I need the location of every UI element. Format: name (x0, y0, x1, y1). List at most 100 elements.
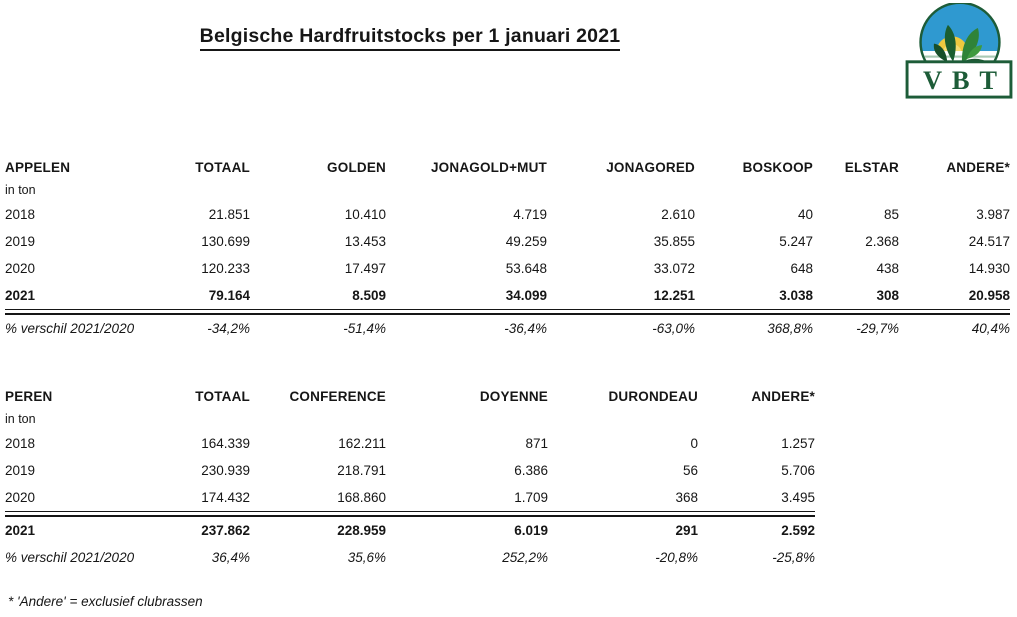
table-row: 2020 120.233 17.497 53.648 33.072 648 43… (5, 255, 1010, 282)
value-cell: 20.958 (899, 282, 1010, 310)
year-label: 2020 (5, 484, 170, 512)
value-cell: 228.959 (337, 522, 386, 538)
vbt-logo: VBT (905, 3, 1013, 99)
year-label: 2021 (5, 522, 36, 538)
table-row: 2019 230.939 218.791 6.386 56 5.706 (5, 457, 815, 484)
column-header: GOLDEN (327, 160, 386, 175)
column-header: DURONDEAU (608, 389, 698, 404)
table-row-current-year: 2021 79.164 8.509 34.099 12.251 3.038 30… (5, 282, 1010, 310)
table-row: 2018 21.851 10.410 4.719 2.610 40 85 3.9… (5, 201, 1010, 228)
value-cell: 14.930 (968, 261, 1010, 276)
column-header: TOTAAL (195, 160, 250, 175)
value-cell: 13.453 (344, 234, 386, 249)
value-cell: 237.862 (201, 522, 250, 538)
value-cell: -51,4% (343, 321, 386, 336)
table-row-current-year: 2021 237.862 228.959 6.019 291 2.592 (5, 516, 815, 543)
page-title: Belgische Hardfruitstocks per 1 januari … (199, 25, 621, 51)
value-cell: 33.072 (653, 261, 695, 276)
value-cell: 0 (690, 436, 698, 451)
percent-row: % verschil 2021/2020 -34,2% -51,4% -36,4… (5, 314, 1010, 342)
table-name: PEREN (5, 389, 53, 404)
table-row: 2020 174.432 168.860 1.709 368 3.495 (5, 484, 815, 512)
logo-circle: VBT (905, 3, 1013, 99)
logo-leaves-icon (933, 24, 983, 64)
year-label: 2020 (5, 261, 36, 276)
column-header: ELSTAR (844, 160, 899, 175)
value-cell: 85 (883, 207, 899, 222)
value-cell: 252,2% (502, 550, 548, 565)
value-cell: 24.517 (968, 234, 1010, 249)
horizontal-rule (5, 511, 815, 517)
value-cell: 291 (675, 522, 698, 538)
value-cell: 21.851 (208, 207, 250, 222)
unit-row: in ton (5, 178, 1010, 201)
value-cell: 130.699 (201, 234, 250, 249)
percent-row-label: % verschil 2021/2020 (5, 321, 135, 336)
column-header: CONFERENCE (289, 389, 386, 404)
value-cell: -36,4% (504, 321, 547, 336)
value-cell: 120.233 (201, 261, 250, 276)
value-cell: 35,6% (347, 550, 386, 565)
value-cell: 8.509 (250, 282, 386, 310)
column-header: ANDERE* (751, 389, 815, 404)
column-header: JONAGOLD+MUT (430, 160, 547, 175)
column-header: JONAGORED (606, 160, 695, 175)
value-cell: 36,4% (211, 550, 250, 565)
value-cell: 648 (790, 261, 813, 276)
column-header: BOSKOOP (742, 160, 813, 175)
value-cell: 438 (876, 261, 899, 276)
column-header: ANDERE* (946, 160, 1010, 175)
horizontal-rule (5, 309, 1010, 315)
value-cell: -20,8% (655, 550, 698, 565)
value-cell: -34,2% (207, 321, 250, 336)
percent-row: % verschil 2021/2020 36,4% 35,6% 252,2% … (5, 543, 815, 571)
value-cell: 6.386 (514, 463, 548, 478)
value-cell: 53.648 (505, 261, 547, 276)
logo-wordmark: VBT (923, 65, 1007, 95)
value-cell: 1.709 (386, 484, 548, 512)
value-cell: 2.592 (781, 522, 815, 538)
value-cell: 368 (548, 484, 698, 512)
table-name: APPELEN (5, 160, 71, 175)
year-label: 2018 (5, 207, 36, 222)
value-cell: 5.706 (781, 463, 815, 478)
value-cell: 2.368 (865, 234, 899, 249)
value-cell: 164.339 (201, 436, 250, 451)
value-cell: 34.099 (386, 282, 547, 310)
year-label: 2019 (5, 234, 36, 249)
value-cell: 174.432 (170, 484, 250, 512)
value-cell: 3.495 (698, 484, 815, 512)
peren-table: PEREN TOTAAL CONFERENCE DOYENNE DURONDEA… (5, 381, 815, 571)
appelen-table: APPELEN TOTAAL GOLDEN JONAGOLD+MUT JONAG… (5, 152, 1010, 342)
column-header: TOTAAL (195, 389, 250, 404)
value-cell: 3.987 (976, 207, 1010, 222)
value-cell: 308 (813, 282, 899, 310)
value-cell: 3.038 (695, 282, 813, 310)
table-row: 2019 130.699 13.453 49.259 35.855 5.247 … (5, 228, 1010, 255)
unit-label: in ton (5, 182, 36, 197)
value-cell: 4.719 (513, 207, 547, 222)
value-cell: 5.247 (779, 234, 813, 249)
value-cell: 871 (525, 436, 548, 451)
value-cell: 79.164 (170, 282, 250, 310)
value-cell: 40,4% (971, 321, 1010, 336)
header-row: PEREN TOTAAL CONFERENCE DOYENNE DURONDEA… (5, 381, 815, 407)
year-label: 2021 (5, 282, 170, 310)
value-cell: -29,7% (856, 321, 899, 336)
column-header: DOYENNE (479, 389, 548, 404)
percent-row-label: % verschil 2021/2020 (5, 550, 135, 565)
value-cell: 10.410 (344, 207, 386, 222)
header-row: APPELEN TOTAAL GOLDEN JONAGOLD+MUT JONAG… (5, 152, 1010, 178)
footnote: * 'Andere' = exclusief clubrassen (8, 594, 203, 609)
value-cell: 368,8% (767, 321, 813, 336)
title-container: Belgische Hardfruitstocks per 1 januari … (0, 25, 820, 51)
value-cell: 168.860 (250, 484, 386, 512)
value-cell: 17.497 (344, 261, 386, 276)
value-cell: 49.259 (505, 234, 547, 249)
value-cell: 230.939 (201, 463, 250, 478)
value-cell: -63,0% (652, 321, 695, 336)
value-cell: 162.211 (338, 436, 386, 451)
value-cell: 56 (682, 463, 698, 478)
value-cell: 35.855 (653, 234, 695, 249)
